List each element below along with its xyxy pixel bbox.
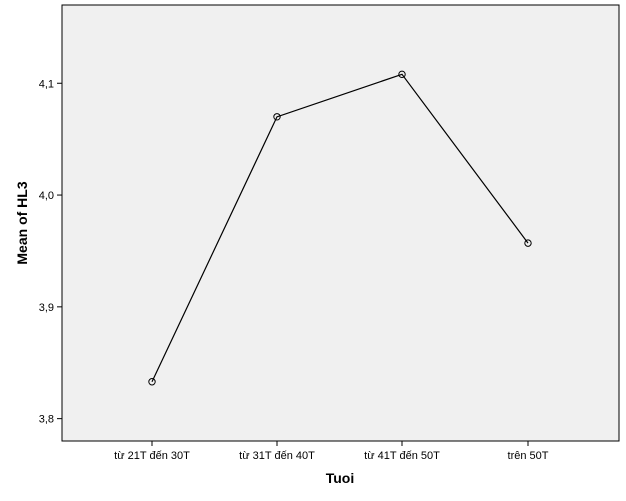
y-tick-label: 4,1 — [39, 78, 54, 90]
x-tick-label: từ 31T đến 40T — [239, 450, 315, 462]
x-tick-label: trên 50T — [508, 450, 549, 462]
x-tick-label: từ 21T đến 30T — [114, 450, 190, 462]
x-tick-label: từ 41T đến 50T — [364, 450, 440, 462]
data-markers — [148, 70, 532, 386]
x-axis: từ 21T đến 30T từ 31T đến 40T từ 41T đến 5… — [114, 441, 549, 462]
data-point — [273, 113, 281, 121]
y-axis: 3,8 3,9 4,0 4,1 — [39, 78, 62, 426]
x-axis-title: Tuoi — [326, 470, 355, 486]
y-axis-title: Mean of HL3 — [14, 181, 30, 264]
data-point — [398, 70, 406, 79]
data-point — [524, 239, 532, 247]
y-tick-label: 3,8 — [39, 414, 54, 426]
y-tick-label: 4,0 — [39, 190, 54, 202]
data-point — [148, 378, 156, 386]
y-tick-label: 3,9 — [39, 302, 54, 314]
series-line — [151, 73, 529, 382]
plot-area — [61, 4, 620, 442]
